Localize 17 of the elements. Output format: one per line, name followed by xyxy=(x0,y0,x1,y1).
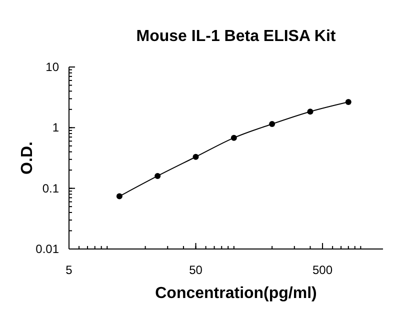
y-tick-label: 0.01 xyxy=(36,242,60,256)
y-tick-label: 0.1 xyxy=(42,181,60,196)
point xyxy=(116,193,122,200)
point xyxy=(307,108,314,115)
x-axis-title: Concentration(pg/ml) xyxy=(155,285,317,302)
y-axis-title: O.D. xyxy=(19,142,36,174)
x-tick-label: 50 xyxy=(189,263,203,277)
y-tick-label: 10 xyxy=(46,60,60,74)
x-tick-label: 500 xyxy=(312,263,333,277)
point xyxy=(154,172,161,179)
point xyxy=(345,98,352,105)
point xyxy=(230,134,237,141)
y-tick-label: 1 xyxy=(52,120,60,135)
chart-title: Mouse IL-1 Beta ELISA Kit xyxy=(136,28,336,45)
x-tick-label: 5 xyxy=(66,263,73,277)
point xyxy=(269,120,276,127)
point xyxy=(192,154,199,160)
